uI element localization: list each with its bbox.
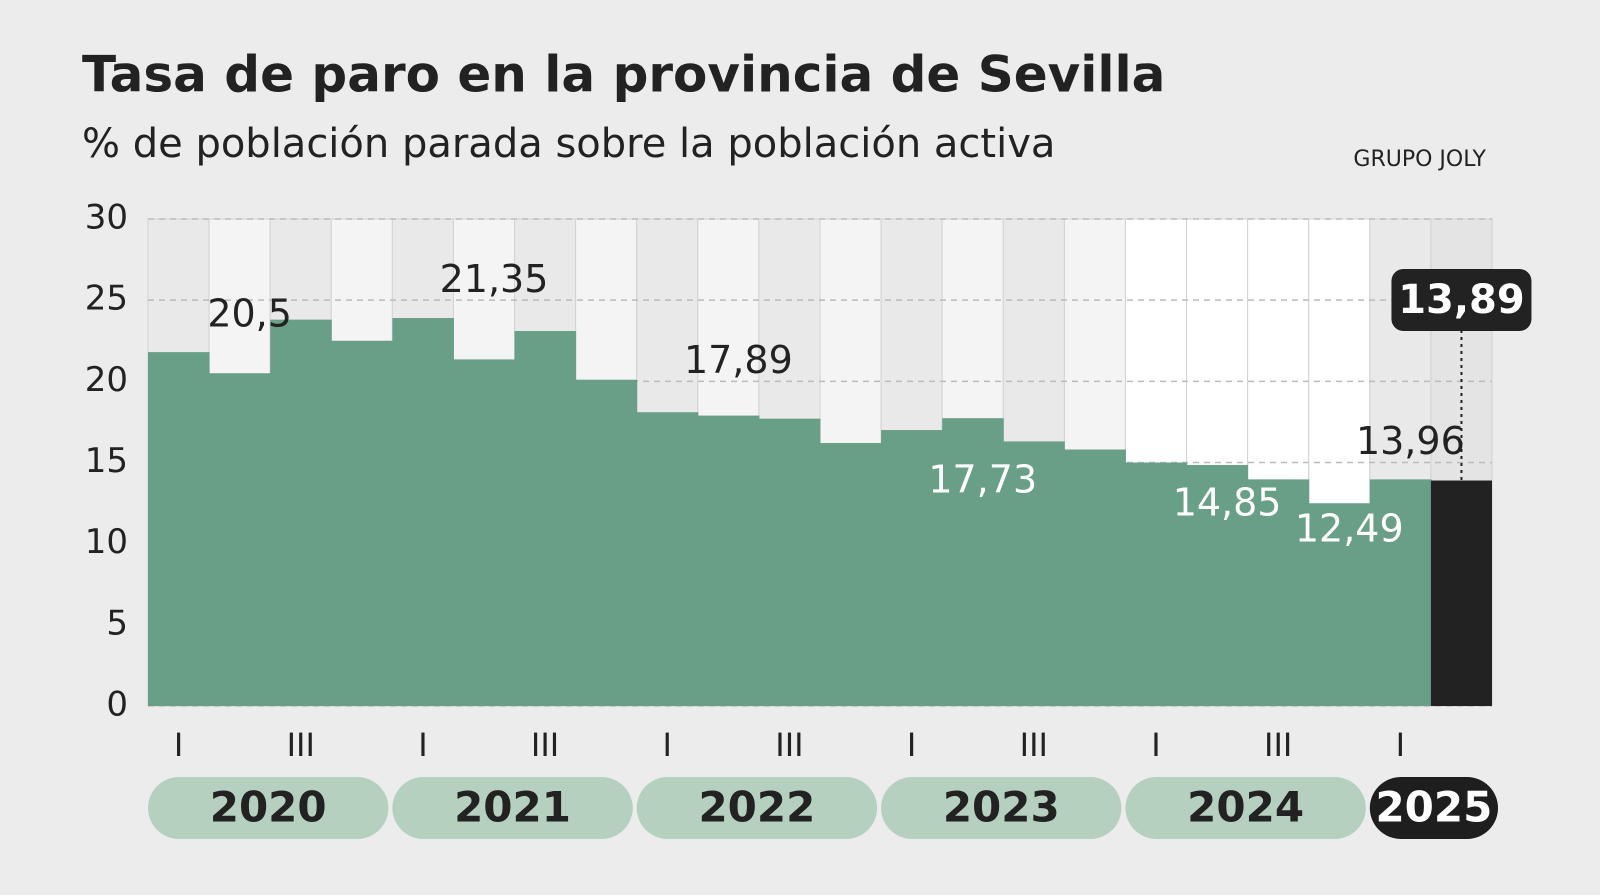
bar — [1186, 464, 1249, 706]
year-label: 2022 — [698, 783, 815, 832]
year-pill — [636, 777, 878, 839]
year-pill — [1125, 777, 1366, 839]
bar — [697, 415, 760, 706]
x-tick-label: I — [418, 726, 427, 764]
bar — [270, 319, 332, 706]
year-pill — [881, 777, 1122, 839]
x-tick-label: III — [531, 726, 559, 764]
x-tick-label: III — [1020, 726, 1048, 764]
x-tick-label: I — [1151, 726, 1160, 764]
source: GRUPO JOLY — [1353, 147, 1486, 172]
bar — [942, 418, 1004, 706]
x-tick-label: I — [1396, 726, 1405, 764]
x-tick-label: I — [174, 726, 183, 764]
bar — [575, 379, 638, 706]
bar — [1247, 479, 1310, 706]
bar — [392, 318, 454, 706]
value-label: 13,89 — [1398, 277, 1525, 323]
year-pill — [392, 777, 633, 839]
bar — [1125, 462, 1188, 706]
bar — [453, 359, 516, 706]
value-label: 20,5 — [207, 292, 292, 336]
y-tick-label: 5 — [106, 603, 128, 643]
bar — [1369, 479, 1432, 706]
year-label: 2023 — [943, 783, 1060, 832]
value-label-box — [1391, 269, 1532, 331]
bar — [148, 352, 210, 706]
value-label: 13,96 — [1356, 419, 1465, 463]
x-tick-label: I — [907, 726, 916, 764]
bar — [209, 373, 271, 706]
year-label: 2020 — [210, 783, 327, 832]
bar — [636, 412, 699, 706]
value-label: 17,89 — [684, 338, 793, 382]
y-tick-label: 25 — [85, 279, 128, 319]
value-label: 17,73 — [928, 458, 1037, 502]
y-tick-label: 0 — [106, 685, 128, 725]
bar — [1308, 503, 1371, 706]
bar — [758, 418, 821, 706]
value-label: 12,49 — [1295, 507, 1404, 551]
bar — [514, 331, 577, 706]
y-tick-label: 30 — [85, 198, 128, 238]
bar — [881, 430, 943, 706]
y-tick-label: 20 — [85, 360, 128, 400]
y-tick-label: 15 — [85, 441, 128, 481]
x-tick-label: III — [775, 726, 803, 764]
x-tick-label: III — [287, 726, 315, 764]
year-label: 2024 — [1187, 783, 1304, 832]
value-label: 14,85 — [1173, 480, 1282, 524]
year-pill — [148, 777, 389, 839]
bar — [1064, 449, 1126, 706]
bar — [331, 340, 393, 706]
chart-subtitle: % de población parada sobre la población… — [82, 121, 1055, 167]
value-label: 21,35 — [440, 257, 549, 301]
bar — [1430, 480, 1492, 706]
bar — [820, 443, 882, 706]
year-label: 2021 — [454, 783, 571, 832]
chart-title: Tasa de paro en la provincia de Sevilla — [82, 46, 1165, 104]
x-tick-label: I — [663, 726, 672, 764]
year-label: 2025 — [1375, 783, 1492, 832]
x-tick-label: III — [1264, 726, 1292, 764]
year-pill — [1369, 777, 1498, 839]
y-tick-label: 10 — [85, 522, 128, 562]
bar — [1003, 441, 1065, 706]
